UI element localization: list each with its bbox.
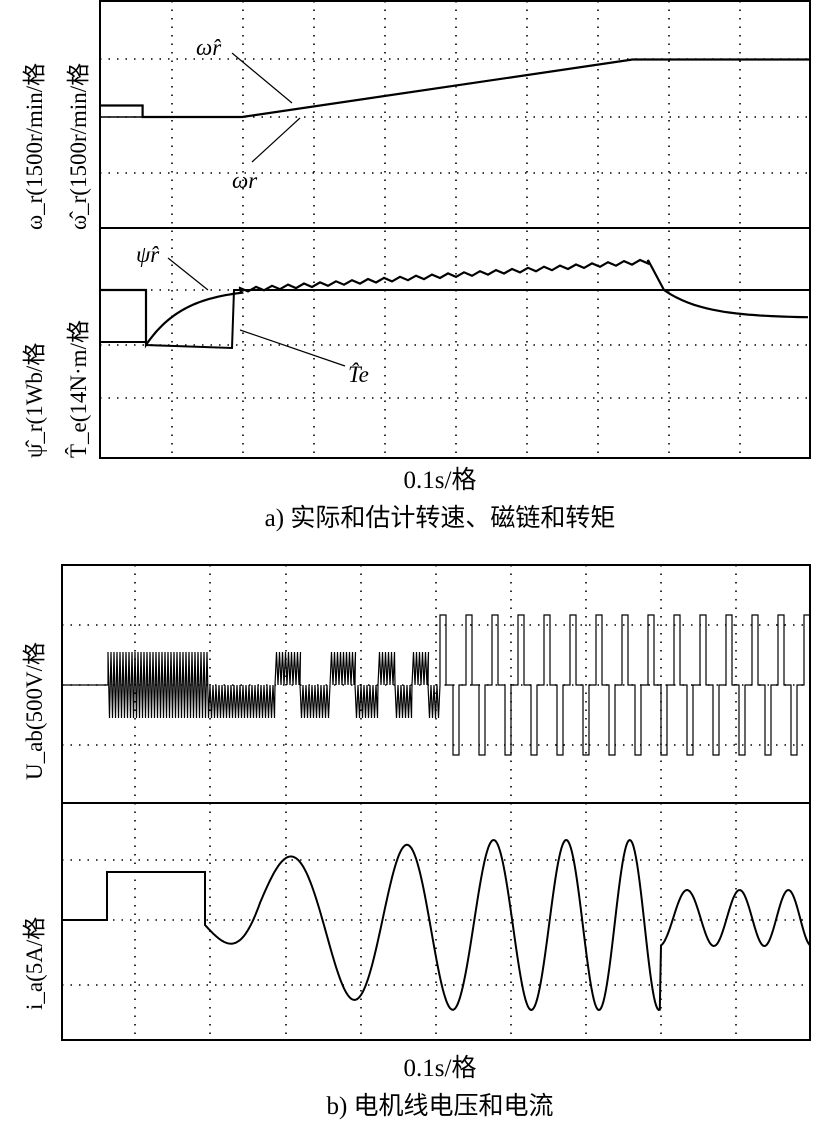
- omega-leader: [251, 117, 301, 163]
- te-hat-annotation: T̂e: [348, 361, 369, 387]
- te-hat-leader: [239, 329, 346, 367]
- b-bottom-ylabel: i_a(5A/格: [22, 917, 47, 1010]
- a-caption: a) 实际和估计转速、磁链和转矩: [265, 504, 616, 532]
- omega-hat-leader: [231, 52, 293, 104]
- omega-hat-trace: [100, 58, 810, 119]
- psi-hat-trace: [100, 258, 809, 349]
- figure-a-grid: [100, 1, 810, 458]
- ia-trace: [62, 838, 811, 1012]
- omega-trace: [100, 58, 810, 118]
- a-top-ylabel-1: ω_r(1500r/min/格: [22, 63, 47, 230]
- b-top-ylabel: U_ab(500V/格: [22, 642, 47, 780]
- psi-hat-leader: [167, 257, 209, 291]
- uab-trace: [62, 614, 811, 756]
- te-hat-trace: [100, 289, 810, 350]
- omega-annotation: ωr: [232, 168, 258, 193]
- omega-hat-annotation: ω̂r: [196, 35, 222, 60]
- a-bottom-ylabel-2: T̂_e(14N·m/格: [64, 320, 91, 458]
- b-time-axis-label: 0.1s/格: [404, 1054, 477, 1082]
- figure-a-frame: [99, 0, 811, 459]
- a-time-axis-label: 0.1s/格: [404, 466, 477, 494]
- a-top-ylabel-2: ω̂_r(1500r/min/格: [66, 63, 91, 230]
- figure-b-grid: [62, 565, 810, 1040]
- psi-hat-annotation: ψ̂r: [136, 242, 160, 267]
- a-bottom-ylabel-1: ψ̂_r(1Wb/格: [22, 343, 47, 458]
- b-caption: b) 电机线电压和电流: [326, 1092, 553, 1120]
